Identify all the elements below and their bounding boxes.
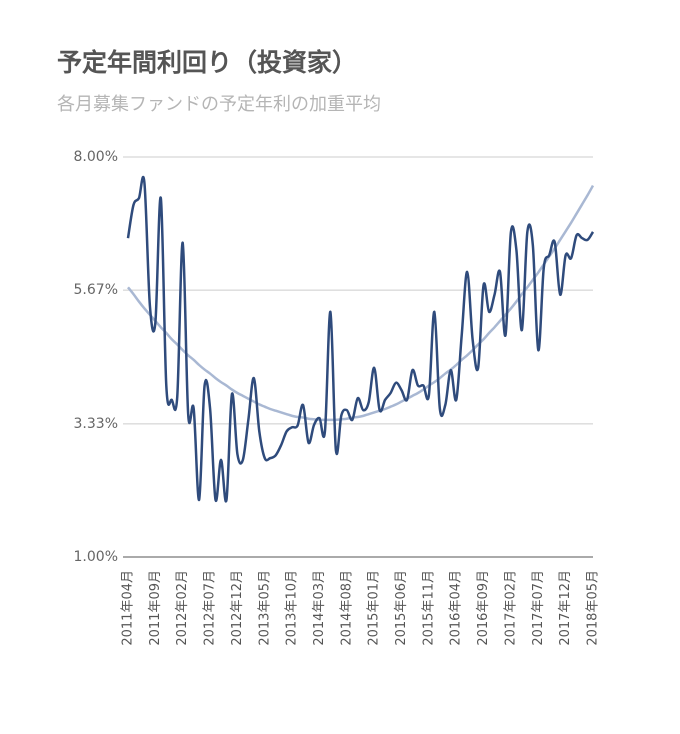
x-tick-label: 2012年07月 [203, 570, 218, 646]
x-tick-label: 2011年04月 [121, 570, 136, 646]
x-tick-label: 2013年10月 [285, 570, 300, 646]
x-tick-label: 2017年02月 [503, 570, 518, 646]
y-tick-label: 8.00% [74, 149, 118, 165]
x-tick-label: 2018年05月 [586, 570, 601, 646]
data-line [126, 175, 595, 503]
x-tick-label: 2012年02月 [175, 570, 190, 646]
chart-subtitle: 各月募集ファンドの予定年利の加重平均 [57, 94, 381, 115]
x-tick-label: 2015年11月 [421, 570, 436, 646]
x-tick-label: 2012年12月 [230, 570, 245, 646]
y-tick-label: 1.00% [74, 549, 118, 565]
x-tick-label: 2013年05月 [257, 570, 272, 646]
x-tick-label: 2015年06月 [394, 570, 409, 646]
y-tick-label: 3.33% [74, 416, 118, 432]
x-tick-label: 2016年09月 [476, 570, 491, 646]
x-tick-label: 2017年07月 [531, 570, 546, 646]
x-tick-label: 2011年09月 [148, 570, 163, 646]
x-tick-label: 2016年04月 [449, 570, 464, 646]
y-tick-label: 5.67% [74, 282, 118, 298]
chart-title: 予定年間利回り（投資家） [57, 48, 357, 77]
x-tick-label: 2017年12月 [558, 570, 573, 646]
x-tick-label: 2014年03月 [312, 570, 327, 646]
trend-line [127, 184, 595, 422]
x-tick-label: 2014年08月 [339, 570, 354, 646]
x-tick-label: 2015年01月 [367, 570, 382, 646]
